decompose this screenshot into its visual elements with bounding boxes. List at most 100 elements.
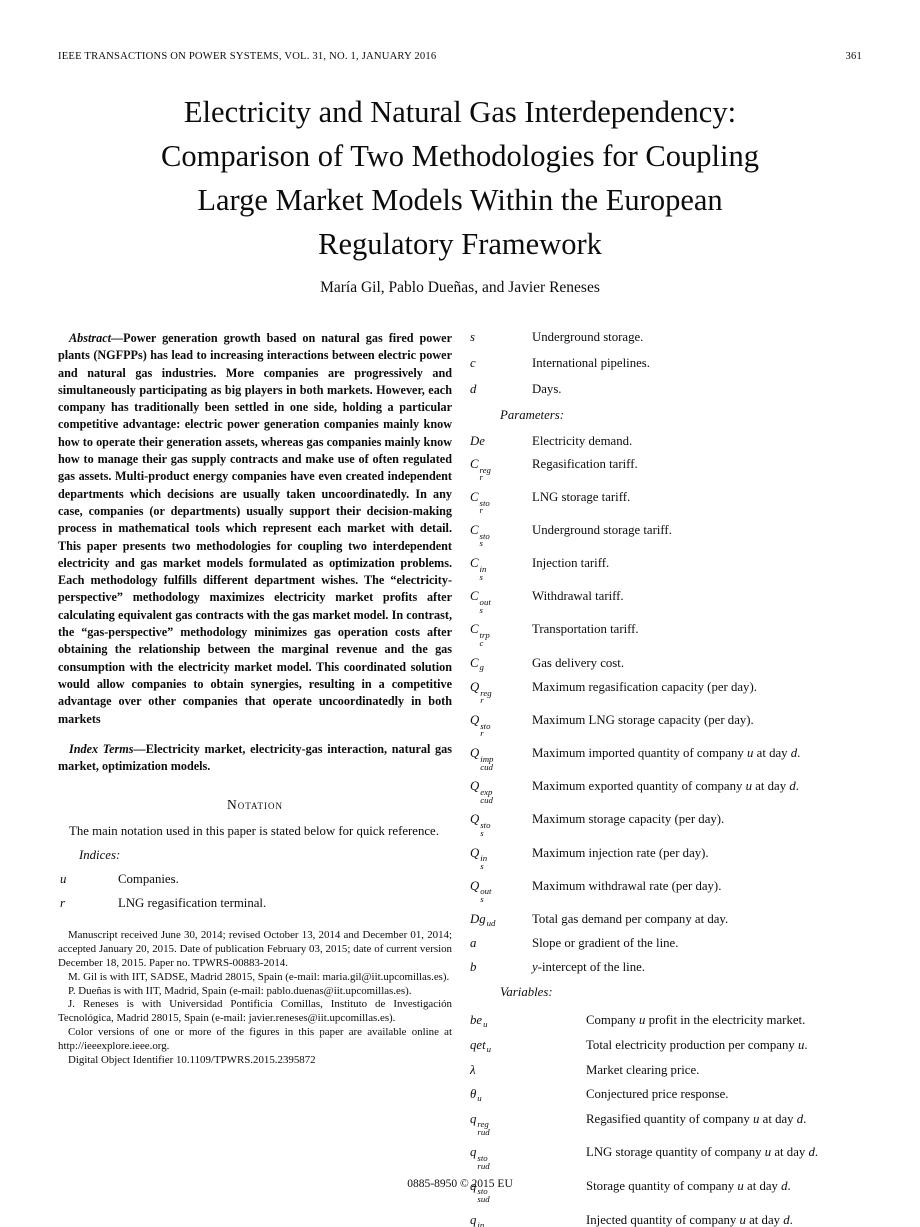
symbol-description: Underground storage tariff.	[532, 523, 672, 538]
notation-row: q sto rud LNG storage quantity of company u…	[468, 1145, 862, 1170]
copyright-footer: 0885-8950 © 2015 EU	[407, 1178, 513, 1190]
symbol-description: Maximum storage capacity (per day).	[532, 812, 725, 827]
symbol-description: LNG storage quantity of company u at day…	[586, 1145, 819, 1160]
notation-row: c International pipelines.	[468, 356, 862, 372]
footnote-paragraph: J. Reneses is with Universidad Pontifici…	[58, 998, 452, 1025]
symbol-description: Maximum regasification capacity (per day…	[532, 680, 757, 695]
notation-row: b y-intercept of the line.	[468, 960, 862, 976]
symbol-description: Market clearing price.	[586, 1062, 700, 1077]
symbol-description: LNG regasification terminal.	[118, 896, 267, 911]
math-symbol: d	[470, 382, 477, 396]
symbol-description: Withdrawal tariff.	[532, 589, 624, 604]
symbol-description: y-intercept of the line.	[532, 959, 645, 974]
notation-row: beu Company u profit in the electricity m…	[468, 1013, 862, 1030]
symbol-description: Maximum withdrawal rate (per day).	[532, 878, 722, 893]
math-symbol: qinsud	[470, 1212, 485, 1227]
symbol-description: Maximum imported quantity of company u a…	[532, 746, 801, 761]
symbol-description: LNG storage tariff.	[532, 490, 631, 505]
symbol-description: Maximum exported quantity of company u a…	[532, 779, 799, 794]
page-number: 361	[845, 51, 862, 62]
indices-list-right: s Underground storage. c International pipe…	[468, 330, 862, 398]
variables-label: Variables:	[500, 985, 553, 1000]
symbol-description: International pipelines.	[532, 356, 650, 370]
footnotes-block: Manuscript received June 30, 2014; revis…	[58, 929, 452, 1068]
index-terms-text: Electricity market, electricity-gas inte…	[58, 741, 452, 774]
running-head: IEEE TRANSACTIONS ON POWER SYSTEMS, VOL.…	[58, 0, 862, 63]
math-symbol: beu	[470, 1012, 488, 1030]
symbol-description: Maximum injection rate (per day).	[532, 845, 709, 860]
math-symbol: qetu	[470, 1037, 492, 1055]
symbol-description: Maximum LNG storage capacity (per day).	[532, 713, 754, 728]
parameters-label: Parameters:	[500, 408, 564, 422]
notation-row: u Companies.	[58, 872, 452, 888]
symbol-description: Total electricity production per company…	[586, 1037, 808, 1052]
title-line: Comparison of Two Methodologies for Coup…	[161, 139, 759, 173]
abstract-label: Abstract—	[69, 331, 124, 345]
footnote-paragraph: P. Dueñas is with IIT, Madrid, Spain (e-…	[68, 984, 412, 997]
math-symbol: c	[470, 356, 476, 370]
math-symbol: Dgud	[470, 911, 496, 929]
symbol-description: Injected quantity of company u at day d.	[586, 1212, 793, 1227]
symbol-description: Gas delivery cost.	[532, 655, 625, 670]
symbol-description: Transportation tariff.	[532, 622, 639, 637]
footnote-paragraph: Digital Object Identifier 10.1109/TPWRS.…	[68, 1054, 316, 1067]
math-symbol: θu	[470, 1086, 482, 1104]
abstract-paragraph: Abstract—Power generation growth based o…	[58, 330, 452, 728]
symbol-description: Companies.	[118, 871, 179, 886]
math-symbol: a	[470, 936, 477, 951]
notation-row: d Days.	[468, 382, 862, 398]
symbol-description: Injection tariff.	[532, 556, 610, 571]
symbol-description: Electricity demand.	[532, 433, 633, 448]
math-symbol: s	[470, 330, 475, 344]
symbol-description: Underground storage.	[532, 330, 644, 344]
indices-label: Indices:	[79, 848, 121, 863]
math-symbol: q sto rud	[470, 1145, 490, 1171]
notation-row: qetu Total electricity production per com…	[468, 1038, 862, 1055]
symbol-description: Regasified quantity of company u at day …	[586, 1111, 807, 1126]
notation-row: Dgud Total gas demand per company at day.	[468, 912, 862, 929]
paper-title: Electricity and Natural Gas Interdepende…	[58, 90, 862, 266]
right-column: s Underground storage. c International pipe…	[468, 330, 862, 1227]
symbol-description: Storage quantity of company u at day d.	[586, 1178, 791, 1193]
symbol-description: Regasification tariff.	[532, 457, 638, 471]
notation-row: θu Conjectured price response.	[468, 1087, 862, 1104]
symbol-description: Total gas demand per company at day.	[532, 911, 729, 926]
math-symbol: De	[470, 433, 485, 448]
footnote-paragraph: Manuscript received June 30, 2014; revis…	[58, 928, 452, 969]
notation-row: s Underground storage.	[468, 330, 862, 346]
notation-row: q reg rud Regasified quantity of company u …	[468, 1112, 862, 1137]
title-line: Regulatory Framework	[318, 227, 602, 261]
notation-row: Cg Gas delivery cost.	[468, 656, 862, 673]
journal-header: IEEE TRANSACTIONS ON POWER SYSTEMS, VOL.…	[58, 51, 437, 62]
two-column-body: Abstract—Power generation growth based o…	[58, 330, 862, 1227]
indices-list-left: u Companies. r LNG regasification terminal.	[58, 872, 452, 912]
math-symbol: q sto sud	[470, 1178, 490, 1205]
footnote-paragraph: Color versions of one or more of the fig…	[58, 1026, 452, 1053]
math-symbol: u	[60, 871, 67, 886]
symbol-description: Company u profit in the electricity mark…	[586, 1012, 806, 1027]
notation-row: q sto sud Storage quantity of company u at …	[468, 1179, 862, 1204]
